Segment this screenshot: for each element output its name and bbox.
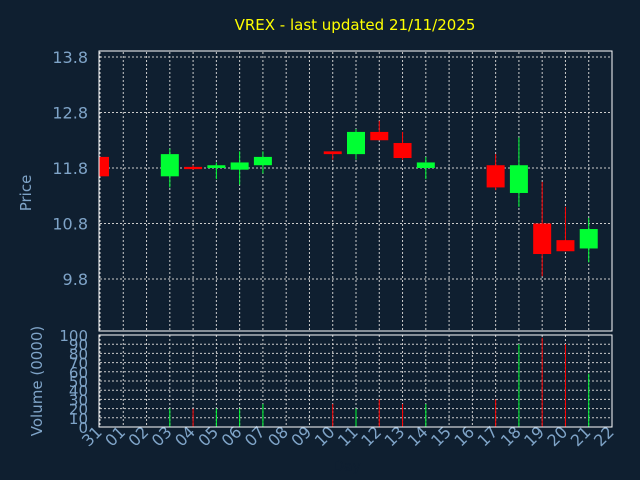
volume-tick-label: 90 xyxy=(69,336,88,354)
candle-body xyxy=(347,131,365,155)
candle xyxy=(323,151,342,160)
candle-body xyxy=(533,223,552,255)
volume-series xyxy=(169,337,590,427)
candle xyxy=(370,120,389,141)
volume-axis-label: Volume (0000) xyxy=(28,326,46,436)
candle xyxy=(347,129,365,160)
candle-body xyxy=(230,162,249,170)
price-tick-label: 11.8 xyxy=(52,159,88,178)
candlestick-series xyxy=(99,120,598,277)
price-tick-labels: 9.8 10.8 11.8 12.8 13.8 xyxy=(52,48,88,289)
volume-tick-label: 0 xyxy=(78,419,88,437)
candle xyxy=(509,137,528,207)
chart-title: VREX - last updated 21/11/2025 xyxy=(235,16,476,34)
volume-tick-label: 10 xyxy=(69,410,88,428)
candle-body xyxy=(486,165,505,188)
candle xyxy=(393,131,412,160)
volume-tick-label: 100 xyxy=(59,327,88,345)
price-panel-frame xyxy=(98,50,613,332)
candle xyxy=(556,206,575,252)
candle-body xyxy=(509,165,528,193)
candle-body xyxy=(393,143,412,159)
candle-body xyxy=(556,240,575,252)
volume-tick-label: 30 xyxy=(69,391,88,409)
candle xyxy=(253,151,272,174)
candle xyxy=(486,154,505,191)
volume-tick-label: 50 xyxy=(69,373,88,391)
candle xyxy=(207,162,226,180)
volume-tick-label: 70 xyxy=(69,355,88,373)
price-tick-label: 13.8 xyxy=(52,48,88,67)
price-axis-label: Price xyxy=(17,175,35,212)
candle xyxy=(160,148,179,188)
candle xyxy=(416,156,435,180)
candle-body xyxy=(160,154,179,177)
candle-body xyxy=(100,156,109,177)
price-tick-label: 9.8 xyxy=(63,270,88,289)
candle xyxy=(579,217,598,263)
candle-body xyxy=(370,131,389,141)
candle-body xyxy=(207,165,226,168)
candle-body xyxy=(323,151,342,155)
price-tick-label: 12.8 xyxy=(52,104,88,123)
volume-tick-label: 20 xyxy=(69,401,88,419)
volume-tick-label: 40 xyxy=(69,382,88,400)
candle xyxy=(230,151,249,185)
candle xyxy=(99,156,109,177)
volume-tick-label: 80 xyxy=(69,345,88,363)
x-axis-label: Day xyxy=(333,459,361,475)
candle-body xyxy=(253,156,272,166)
candle xyxy=(184,165,203,170)
candle-body xyxy=(579,229,598,249)
candle-body xyxy=(416,162,435,168)
volume-panel-frame xyxy=(98,334,613,428)
volume-tick-label: 60 xyxy=(69,364,88,382)
candle xyxy=(533,181,552,277)
price-tick-label: 10.8 xyxy=(52,215,88,234)
candle-body xyxy=(184,166,203,170)
